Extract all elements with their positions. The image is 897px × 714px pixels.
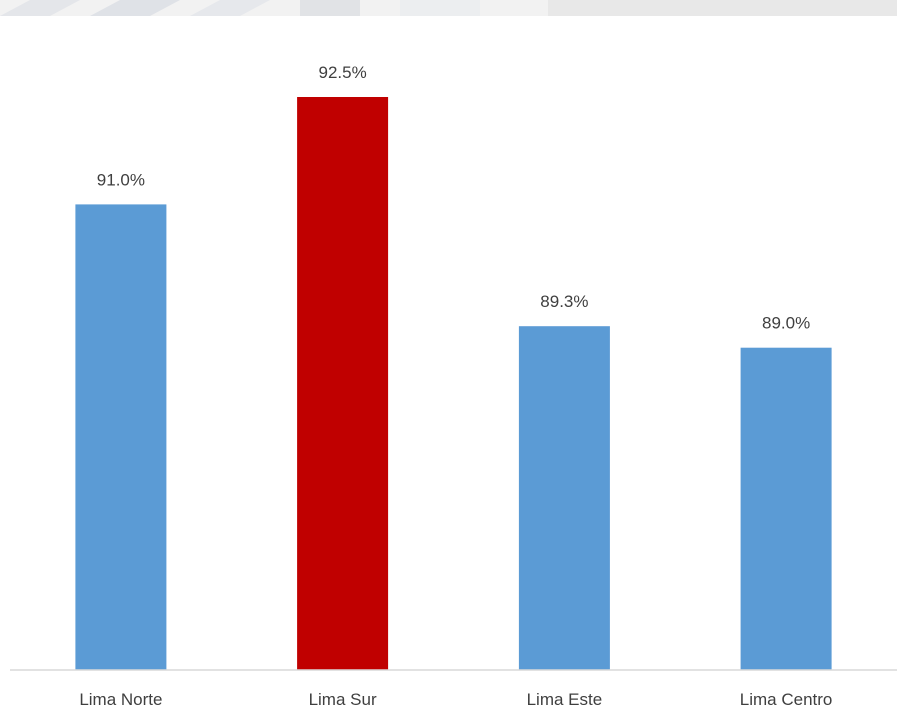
x-tick-label-lima-sur: Lima Sur — [309, 690, 377, 709]
top-banner-image — [0, 0, 897, 16]
x-tick-label-lima-este: Lima Este — [527, 690, 603, 709]
data-labels-group: 91.0% 92.5% 89.3% 89.0% — [97, 63, 810, 333]
data-label-lima-centro: 89.0% — [762, 314, 810, 333]
data-label-lima-este: 89.3% — [540, 292, 588, 311]
data-label-lima-norte: 91.0% — [97, 170, 145, 189]
bar-lima-centro — [740, 347, 832, 670]
data-label-lima-sur: 92.5% — [318, 63, 366, 82]
banner-graphic — [0, 0, 897, 16]
bar-lima-norte — [75, 204, 167, 670]
bar-lima-este — [518, 326, 610, 670]
x-tick-label-lima-centro: Lima Centro — [740, 690, 833, 709]
x-tick-label-lima-norte: Lima Norte — [79, 690, 162, 709]
bar-lima-sur — [297, 97, 389, 670]
x-tick-labels-group: Lima Norte Lima Sur Lima Este Lima Centro — [79, 690, 832, 709]
bars-group — [75, 97, 832, 670]
